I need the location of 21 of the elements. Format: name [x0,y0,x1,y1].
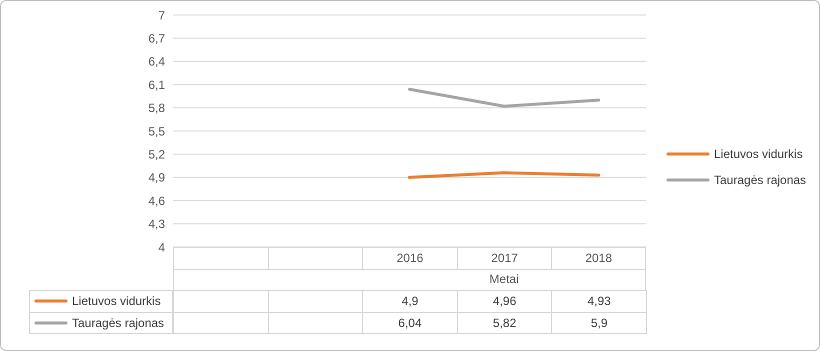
table-cell: 5,9 [551,312,647,334]
y-tick-label: 4,9 [148,170,166,185]
y-tick-label: 5,8 [148,101,166,116]
y-tick-label: 5,2 [148,147,166,162]
text: Lietuvos vidurkis [72,294,161,308]
x-tick-label: 2018 [551,247,646,268]
y-tick-label: 4,3 [148,217,166,232]
y-tick-label: 4,6 [148,194,166,208]
y-tick-label: 6,7 [148,31,166,46]
legend-label: Tauragės rajonas [714,173,806,187]
legend-label: Lietuvos vidurkis [714,147,803,161]
y-tick-label: 7 [158,8,166,22]
x-tick-label: 2017 [456,247,552,268]
y-tick-label: 6,1 [148,78,166,92]
x-tick-label: 2016 [362,247,457,268]
x-axis-title: Metai [488,271,520,288]
y-tick-label: 5,5 [148,124,166,138]
y-tick-label: 6,4 [148,54,166,69]
table-cell: 4,93 [551,290,647,312]
text: Tauragės rajonas [72,316,164,330]
y-tick-label: 4 [158,240,166,254]
